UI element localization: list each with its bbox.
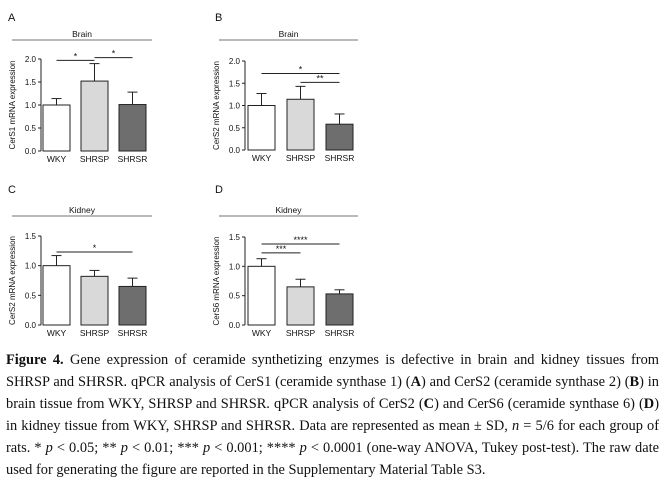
bar-shrsr xyxy=(325,123,354,151)
x-tick-label: SHRSP xyxy=(80,328,110,338)
significance-label: * xyxy=(299,64,303,74)
y-tick-label: 0.5 xyxy=(229,292,241,301)
chart-panel-a: A Brain CerS1 mRNA expression 0.0 0.5 1.0 1.5 2… xyxy=(8,12,152,164)
y-tick-label: 1.0 xyxy=(229,262,241,271)
x-tick-label: SHRSR xyxy=(325,153,355,163)
caption-segment: p xyxy=(120,440,128,456)
x-tick-label: WKY xyxy=(252,328,272,338)
chart-panel-d: D Kidney CerS6 mRNA expression 0.0 0.5 1.0 1.5… xyxy=(212,184,358,338)
caption-segment: < 0.05; ** xyxy=(52,440,121,456)
panel-letter: B xyxy=(215,12,222,24)
y-axis-label: CerS2 mRNA expression xyxy=(212,61,221,150)
chart-title: Brain xyxy=(279,29,299,39)
x-tick-label: SHRSP xyxy=(80,154,110,164)
x-tick-label: WKY xyxy=(47,154,67,164)
x-tick-label: SHRSP xyxy=(286,328,316,338)
bar-wky xyxy=(247,265,276,326)
panel-letter: A xyxy=(8,12,16,24)
y-tick-label: 1.0 xyxy=(25,101,37,110)
y-tick-label: 0.5 xyxy=(229,124,241,133)
significance-label: *** xyxy=(276,244,287,254)
bar-shrsp xyxy=(80,80,109,152)
bar-shrsp xyxy=(286,98,315,151)
significance-label: * xyxy=(93,243,97,253)
caption-segment: Gene expression of ceramide synthetizing… xyxy=(6,352,659,390)
caption-segment: p xyxy=(45,440,53,456)
caption-segment: D xyxy=(643,396,655,412)
caption-segment: n xyxy=(511,418,520,434)
significance-label: * xyxy=(112,49,116,59)
caption-segment: B xyxy=(629,374,640,390)
chart-title: Brain xyxy=(72,29,92,39)
panel-letter: C xyxy=(8,184,16,196)
caption-segment: ) and CerS6 (ceramide synthase 6) ( xyxy=(434,396,644,412)
caption-segment: < 0.0001 (one-way ANOVA, Tukey post-test… xyxy=(6,440,659,478)
y-tick-label: 0.0 xyxy=(25,147,37,156)
y-tick-label: 1.5 xyxy=(25,78,37,87)
figure-caption: Figure 4. Gene expression of ceramide sy… xyxy=(6,349,659,481)
y-tick-label: 0.5 xyxy=(25,124,37,133)
caption-segment: ) in brain tissue from WKY, SHRSP and SH… xyxy=(6,374,659,412)
bar-shrsp xyxy=(80,275,109,326)
bar-shrsp xyxy=(286,286,315,326)
x-tick-label: SHRSP xyxy=(286,153,316,163)
x-tick-label: WKY xyxy=(252,153,272,163)
bar-wky xyxy=(247,105,276,151)
caption-segment: C xyxy=(423,396,435,412)
caption-segment: p xyxy=(202,440,211,456)
figure-charts: A Brain CerS1 mRNA expression 0.0 0.5 1.0 1.5 2… xyxy=(8,12,358,338)
chart-panel-c: C Kidney CerS2 mRNA expression 0.0 0.5 1.0 1.5… xyxy=(8,184,152,338)
x-tick-label: SHRSR xyxy=(118,154,148,164)
chart-panel-b: B Brain CerS2 mRNA expression 0.0 0.5 1.0 1.5 2… xyxy=(212,12,358,163)
y-tick-label: 0.0 xyxy=(229,321,241,330)
x-tick-label: SHRSR xyxy=(118,328,148,338)
caption-segment: = 5/6 for each group of rats. * xyxy=(6,418,659,456)
significance-label: ** xyxy=(316,73,324,83)
chart-title: Kidney xyxy=(276,205,303,215)
y-tick-label: 0.0 xyxy=(229,146,241,155)
bar-shrsr xyxy=(118,104,147,152)
chart-title: Kidney xyxy=(69,205,96,215)
panel-letter: D xyxy=(215,184,223,196)
y-axis-label: CerS6 mRNA expression xyxy=(212,237,221,326)
y-tick-label: 0.0 xyxy=(25,321,37,330)
y-tick-label: 1.0 xyxy=(229,102,241,111)
caption-segment: p xyxy=(299,440,307,456)
bar-shrsr xyxy=(118,285,147,326)
y-tick-label: 1.5 xyxy=(229,79,241,88)
caption-text: Gene expression of ceramide synthetizing… xyxy=(6,352,659,478)
bar-wky xyxy=(42,265,71,326)
y-tick-label: 2.0 xyxy=(229,57,241,66)
caption-segment: ) in kidney tissue from WKY, SHRSP and S… xyxy=(6,396,659,434)
y-tick-label: 0.5 xyxy=(25,291,37,300)
y-axis-label: CerS2 mRNA expression xyxy=(8,236,17,325)
y-axis-label: CerS1 mRNA expression xyxy=(8,61,17,150)
caption-segment: ) and CerS2 (ceramide synthase 2) ( xyxy=(421,374,630,390)
y-tick-label: 1.5 xyxy=(25,232,37,241)
significance-label: **** xyxy=(293,235,308,245)
x-tick-label: WKY xyxy=(47,328,67,338)
caption-segment: < 0.01; *** xyxy=(127,440,203,456)
y-tick-label: 2.0 xyxy=(25,55,37,64)
caption-label: Figure 4. xyxy=(6,352,64,368)
caption-segment: < 0.001; **** xyxy=(210,440,300,456)
y-tick-label: 1.5 xyxy=(229,233,241,242)
significance-label: * xyxy=(74,51,78,61)
bar-shrsr xyxy=(325,293,354,326)
caption-segment: A xyxy=(410,374,421,390)
x-tick-label: SHRSR xyxy=(325,328,355,338)
bar-wky xyxy=(42,104,71,152)
y-tick-label: 1.0 xyxy=(25,262,37,271)
